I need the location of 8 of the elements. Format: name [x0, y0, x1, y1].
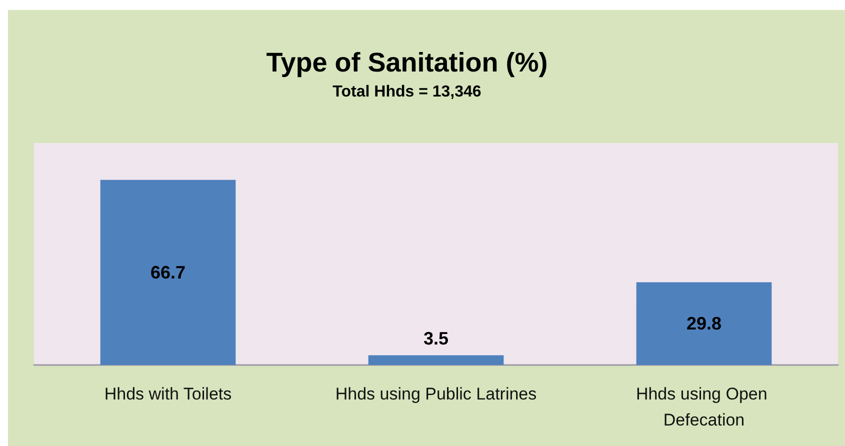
- chart-subtitle: Total Hhds = 13,346: [332, 84, 482, 100]
- data-label: 3.5: [423, 328, 449, 348]
- chart-title: Type of Sanitation (%): [266, 48, 548, 78]
- x-tick-label: Hhds using Public Latrines: [335, 384, 537, 404]
- x-tick-label: Hhds with Toilets: [104, 384, 232, 404]
- x-tick-label: Hhds using Open Defecation: [636, 384, 772, 430]
- data-label: 66.7: [150, 262, 186, 282]
- data-label: 29.8: [686, 314, 722, 334]
